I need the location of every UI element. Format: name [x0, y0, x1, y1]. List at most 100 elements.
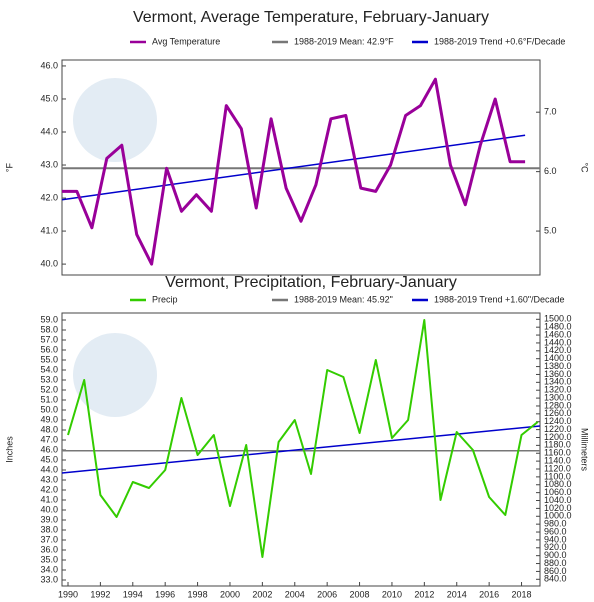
- y2-tick-label: 1100.0: [544, 471, 571, 481]
- y-tick-label: 44.0: [40, 464, 58, 474]
- y-tick-label: 54.0: [40, 364, 58, 374]
- x-tick-label: 2000: [220, 589, 240, 599]
- legend-label: 1988-2019 Trend +1.60"/Decade: [434, 294, 565, 304]
- y-tick-label: 48.0: [40, 424, 58, 434]
- legend-label: 1988-2019 Trend +0.6°F/Decade: [434, 36, 565, 46]
- y-tick-label: 45.0: [40, 93, 58, 103]
- y-tick-label: 46.0: [40, 444, 58, 454]
- series-line: [67, 319, 539, 558]
- x-tick-label: 1994: [123, 589, 143, 599]
- y2-tick-label: 880.0: [544, 558, 567, 568]
- x-tick-label: 1998: [188, 589, 208, 599]
- y-tick-label: 45.0: [40, 454, 58, 464]
- y2-tick-label: 1360.0: [544, 369, 572, 379]
- y-tick-label: 42.0: [40, 192, 58, 202]
- y2-tick-label: 7.0: [544, 107, 557, 117]
- y2-tick-label: 1420.0: [544, 345, 572, 355]
- x-tick-label: 2002: [252, 589, 272, 599]
- y-tick-label: 33.0: [40, 574, 58, 584]
- legend-label: Avg Temperature: [152, 36, 220, 46]
- x-tick-label: 2012: [414, 589, 434, 599]
- y2-axis-label: °C: [580, 162, 590, 173]
- y2-tick-label: 1180.0: [544, 440, 571, 450]
- y-tick-label: 59.0: [40, 314, 58, 324]
- y-axis-label: °F: [4, 162, 14, 172]
- y-tick-label: 44.0: [40, 126, 58, 136]
- chart-title: Vermont, Precipitation, February-January: [165, 274, 457, 291]
- y2-tick-label: 860.0: [544, 566, 567, 576]
- y-tick-label: 39.0: [40, 514, 58, 524]
- y2-axis-label: Millimeters: [580, 428, 590, 472]
- y2-tick-label: 1480.0: [544, 322, 572, 332]
- y-tick-label: 41.0: [40, 494, 58, 504]
- y-tick-label: 41.0: [40, 225, 58, 235]
- series-line: [61, 425, 541, 474]
- y2-tick-label: 1460.0: [544, 329, 572, 339]
- y2-tick-label: 6.0: [544, 166, 557, 176]
- y2-tick-label: 5.0: [544, 225, 557, 235]
- y-tick-label: 49.0: [40, 414, 58, 424]
- legend-label: Precip: [152, 294, 178, 304]
- y2-tick-label: 840.0: [544, 574, 567, 584]
- watermark: [73, 78, 157, 417]
- y2-tick-label: 1340.0: [544, 377, 572, 387]
- legend-label: 1988-2019 Mean: 45.92": [294, 294, 393, 304]
- x-tick-label: 2008: [350, 589, 370, 599]
- y-tick-label: 40.0: [40, 504, 58, 514]
- y2-tick-label: 1220.0: [544, 424, 572, 434]
- y-tick-label: 34.0: [40, 564, 58, 574]
- y-tick-label: 47.0: [40, 434, 58, 444]
- y2-tick-label: 1200.0: [544, 432, 572, 442]
- y2-tick-label: 1260.0: [544, 408, 572, 418]
- y-tick-label: 36.0: [40, 544, 58, 554]
- x-tick-label: 1996: [155, 589, 175, 599]
- y2-tick-label: 1500.0: [544, 314, 572, 324]
- y2-tick-label: 1040.0: [544, 495, 572, 505]
- y-tick-label: 57.0: [40, 334, 58, 344]
- x-tick-label: 2006: [317, 589, 337, 599]
- y2-tick-label: 1240.0: [544, 416, 572, 426]
- y2-tick-label: 1440.0: [544, 337, 572, 347]
- x-tick-label: 2010: [382, 589, 402, 599]
- legend-label: 1988-2019 Mean: 42.9°F: [294, 36, 394, 46]
- y2-tick-label: 1300.0: [544, 392, 572, 402]
- y2-tick-label: 1140.0: [544, 455, 571, 465]
- y-tick-label: 51.0: [40, 394, 58, 404]
- y2-tick-label: 1320.0: [544, 385, 572, 395]
- y2-tick-label: 960.0: [544, 526, 567, 536]
- y-tick-label: 43.0: [40, 474, 58, 484]
- x-tick-label: 2004: [285, 589, 305, 599]
- y2-tick-label: 1020.0: [544, 503, 572, 513]
- x-tick-label: 1992: [90, 589, 110, 599]
- y2-tick-label: 1080.0: [544, 479, 572, 489]
- y-axis-label: Inches: [4, 436, 14, 463]
- y2-tick-label: 920.0: [544, 542, 567, 552]
- x-tick-label: 2014: [447, 589, 467, 599]
- y-tick-label: 42.0: [40, 484, 58, 494]
- x-tick-label: 2016: [479, 589, 499, 599]
- y-tick-label: 56.0: [40, 344, 58, 354]
- y-tick-label: 53.0: [40, 374, 58, 384]
- y-tick-label: 37.0: [40, 534, 58, 544]
- y2-tick-label: 1000.0: [544, 511, 572, 521]
- x-tick-label: 2018: [512, 589, 532, 599]
- series-line: [62, 77, 526, 266]
- y-tick-label: 38.0: [40, 524, 58, 534]
- y-tick-label: 52.0: [40, 384, 58, 394]
- y-tick-label: 43.0: [40, 159, 58, 169]
- y2-tick-label: 900.0: [544, 550, 567, 560]
- y2-tick-label: 1280.0: [544, 400, 572, 410]
- y2-tick-label: 1120.0: [544, 463, 571, 473]
- y2-tick-label: 1400.0: [544, 353, 572, 363]
- y2-tick-label: 1380.0: [544, 361, 572, 371]
- y2-tick-label: 1160.0: [544, 448, 571, 458]
- y-tick-label: 35.0: [40, 554, 58, 564]
- y2-tick-label: 940.0: [544, 534, 567, 544]
- y2-tick-label: 1060.0: [544, 487, 572, 497]
- y-tick-label: 50.0: [40, 404, 58, 414]
- y-tick-label: 40.0: [40, 258, 58, 268]
- chart-title: Vermont, Average Temperature, February-J…: [133, 9, 489, 26]
- y2-tick-label: 980.0: [544, 519, 567, 529]
- x-tick-label: 1990: [58, 589, 78, 599]
